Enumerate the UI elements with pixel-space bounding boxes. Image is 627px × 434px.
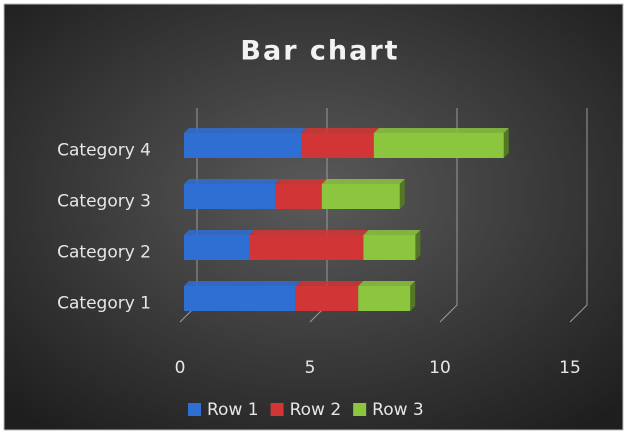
- bar-front: [184, 133, 301, 158]
- bar-front: [321, 184, 400, 209]
- y-tick-label: Category 2: [57, 243, 151, 263]
- bar-front: [184, 184, 275, 209]
- bar-top: [363, 230, 421, 235]
- bar-front: [373, 133, 504, 158]
- bar-side: [415, 230, 421, 260]
- bar: [358, 281, 416, 311]
- bar: [249, 230, 369, 260]
- bar: [363, 230, 421, 260]
- bar-top: [184, 230, 254, 235]
- bar: [184, 128, 306, 158]
- x-tick-label: 5: [305, 358, 316, 378]
- bar-front: [363, 235, 416, 260]
- bar-top: [295, 281, 364, 286]
- bar-side: [399, 179, 405, 209]
- bar: [184, 179, 280, 209]
- legend-swatch: [353, 403, 367, 416]
- bar: [301, 128, 379, 158]
- legend-label: Row 1: [207, 400, 259, 420]
- bar-side: [410, 281, 416, 311]
- bar: [373, 128, 509, 158]
- bar-front: [301, 133, 374, 158]
- bar-front: [184, 235, 249, 260]
- bar-top: [321, 179, 405, 184]
- grid-line: [439, 108, 458, 323]
- bar: [275, 179, 327, 209]
- y-tick-label: Category 1: [57, 294, 151, 314]
- x-tick-label: 0: [175, 358, 186, 378]
- bar-top: [373, 128, 509, 133]
- chart-title: Bar chart: [240, 36, 399, 67]
- bar-front: [249, 235, 364, 260]
- bar: [295, 281, 364, 311]
- bar: [321, 179, 405, 209]
- legend-swatch: [188, 403, 201, 416]
- grid-line: [569, 108, 588, 323]
- y-tick-label: Category 4: [57, 141, 151, 161]
- bar-front: [184, 286, 296, 311]
- bar-top: [301, 128, 379, 133]
- bar-side: [503, 128, 509, 158]
- bar: [184, 281, 301, 311]
- bar-top: [184, 128, 306, 133]
- x-tick-label: 10: [429, 358, 451, 378]
- bar-front: [358, 286, 411, 311]
- bar-top: [184, 281, 301, 286]
- y-tick-label: Category 3: [57, 192, 151, 212]
- bar-front: [295, 286, 359, 311]
- bar-top: [249, 230, 369, 235]
- x-tick-label: 15: [559, 358, 581, 378]
- background: [3, 3, 624, 431]
- bar-top: [184, 179, 280, 184]
- bar-front: [275, 184, 322, 209]
- legend-swatch: [270, 403, 284, 416]
- legend-label: Row 3: [372, 400, 424, 420]
- bar-top: [358, 281, 416, 286]
- bar: [184, 230, 254, 260]
- bar-top: [275, 179, 327, 184]
- legend-label: Row 2: [290, 400, 342, 420]
